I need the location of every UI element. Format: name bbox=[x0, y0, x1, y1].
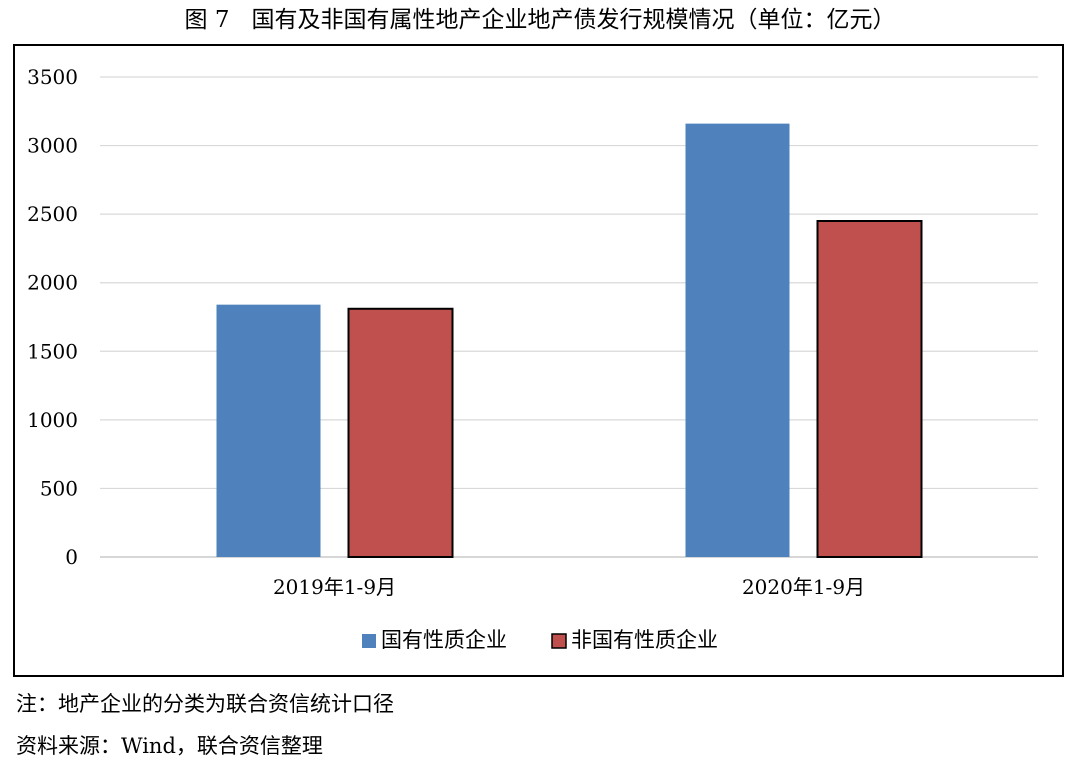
legend-item-non-state-owned: 非国有性质企业 bbox=[571, 628, 718, 652]
figure-number: 图 7 bbox=[184, 7, 230, 33]
y-tick-label: 1500 bbox=[27, 339, 78, 363]
legend-item-state-owned: 国有性质企业 bbox=[381, 628, 507, 652]
bar-chart: 0 500 1000 1500 2000 2500 3000 3500 2019年1-9月 202… bbox=[27, 65, 1038, 652]
legend-swatch bbox=[551, 633, 567, 649]
y-tick-label: 0 bbox=[65, 545, 78, 569]
y-tick-label: 2500 bbox=[27, 202, 78, 226]
y-tick-label: 2000 bbox=[27, 271, 78, 295]
chart-frame: 0 500 1000 1500 2000 2500 3000 3500 2019年1-9月 202… bbox=[13, 44, 1064, 677]
chart-title: 图 7 国有及非国有属性地产企业地产债发行规模情况（单位：亿元） bbox=[0, 4, 1080, 36]
y-tick-label: 1000 bbox=[27, 408, 78, 432]
x-tick-label: 2020年1-9月 bbox=[742, 575, 865, 599]
legend-swatch bbox=[362, 634, 376, 648]
y-tick-label: 3500 bbox=[27, 65, 78, 89]
chart-note: 注：地产企业的分类为联合资信统计口径 bbox=[16, 692, 394, 716]
bar-non-state-owned bbox=[347, 307, 454, 558]
y-tick-label: 500 bbox=[40, 476, 78, 500]
chart-source: 资料来源：Wind，联合资信整理 bbox=[16, 734, 323, 758]
bar-non-state-owned bbox=[816, 220, 923, 558]
bar-state-owned bbox=[216, 304, 321, 557]
x-tick-label: 2019年1-9月 bbox=[273, 575, 396, 599]
bar-state-owned bbox=[685, 123, 790, 557]
figure-title: 国有及非国有属性地产企业地产债发行规模情况（单位：亿元） bbox=[251, 7, 896, 33]
y-tick-label: 3000 bbox=[27, 134, 78, 158]
